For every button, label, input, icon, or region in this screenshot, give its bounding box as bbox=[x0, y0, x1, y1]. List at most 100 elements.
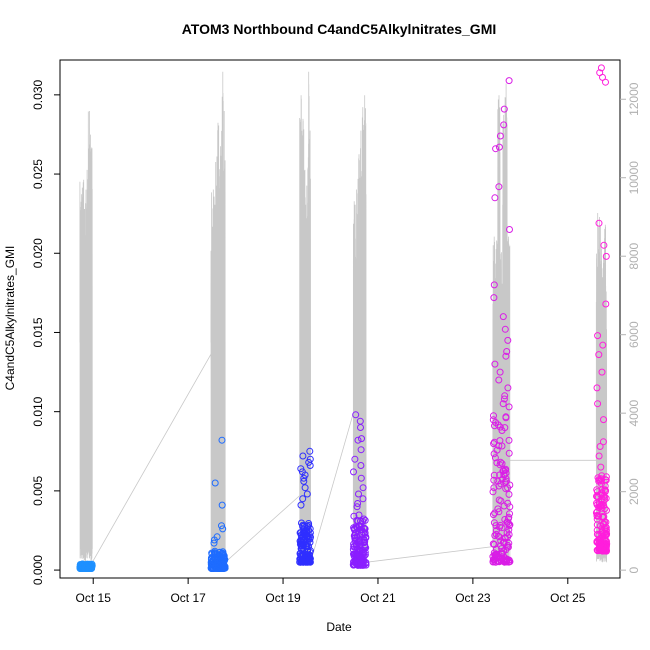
data-point-flight-4 bbox=[352, 411, 360, 419]
data-point-flight-6 bbox=[595, 535, 603, 543]
data-point-flight-4 bbox=[351, 551, 359, 559]
altitude-line-flight-3 bbox=[299, 71, 312, 563]
data-point-flight-6 bbox=[602, 300, 610, 308]
data-point-flight-6 bbox=[602, 487, 610, 495]
data-point-flight-5 bbox=[502, 558, 510, 566]
data-point-flight-4 bbox=[350, 543, 358, 551]
data-point-flight-5 bbox=[497, 458, 505, 466]
data-point-flight-5 bbox=[490, 549, 498, 557]
data-point-flight-3 bbox=[306, 548, 314, 556]
data-point-flight-2 bbox=[218, 555, 226, 563]
data-point-flight-6 bbox=[597, 463, 605, 471]
data-point-flight-5 bbox=[490, 484, 498, 492]
data-point-flight-6 bbox=[601, 496, 608, 504]
data-point-flight-4 bbox=[357, 446, 365, 454]
data-point-flight-6 bbox=[599, 341, 607, 349]
y-tick-label-right: 12000 bbox=[627, 82, 641, 116]
data-point-flight-5 bbox=[495, 496, 503, 504]
x-tick-label: Oct 23 bbox=[455, 591, 491, 605]
y-tick-label-left: 0.000 bbox=[31, 555, 45, 585]
data-point-flight-3 bbox=[300, 477, 308, 485]
data-point-flight-3 bbox=[296, 550, 304, 557]
data-point-flight-2 bbox=[221, 564, 229, 572]
data-point-flight-5 bbox=[496, 368, 504, 376]
data-point-flight-2 bbox=[210, 539, 218, 547]
data-point-flight-4 bbox=[353, 503, 361, 511]
data-point-flight-4 bbox=[359, 546, 367, 554]
data-point-flight-6 bbox=[595, 219, 603, 227]
data-point-flight-5 bbox=[505, 531, 513, 538]
data-point-flight-5 bbox=[495, 376, 503, 384]
data-point-flight-5 bbox=[504, 336, 512, 344]
data-point-flight-5 bbox=[499, 313, 507, 321]
data-point-flight-5 bbox=[489, 488, 497, 496]
data-point-flight-4 bbox=[351, 534, 359, 542]
data-point-flight-3 bbox=[299, 452, 307, 460]
data-point-flight-4 bbox=[355, 539, 363, 547]
data-point-flight-5 bbox=[506, 510, 513, 518]
data-point-flight-3 bbox=[306, 447, 314, 455]
data-point-flight-6 bbox=[601, 493, 609, 501]
data-point-flight-5 bbox=[506, 226, 513, 233]
y-tick-label-left: 0.020 bbox=[31, 238, 45, 268]
data-point-flight-5 bbox=[492, 552, 499, 560]
data-point-flight-5 bbox=[495, 482, 503, 490]
x-tick-label: Oct 19 bbox=[265, 591, 301, 605]
data-point-flight-6 bbox=[599, 438, 607, 446]
data-point-flight-4 bbox=[350, 468, 357, 476]
altitude-line-flight-2 bbox=[210, 71, 226, 563]
data-point-flight-3 bbox=[300, 474, 308, 482]
data-point-flight-5 bbox=[495, 183, 503, 191]
x-tick-label: Oct 21 bbox=[360, 591, 396, 605]
data-point-flight-4 bbox=[357, 424, 364, 431]
data-point-flight-5 bbox=[502, 413, 510, 421]
data-point-flight-2 bbox=[214, 561, 222, 569]
y-tick-label-left: 0.015 bbox=[31, 317, 45, 347]
data-point-flight-6 bbox=[602, 494, 610, 502]
data-point-flight-3 bbox=[303, 490, 311, 498]
data-point-flight-3 bbox=[301, 471, 309, 479]
data-point-flight-6 bbox=[601, 546, 609, 554]
data-point-flight-6 bbox=[593, 521, 601, 529]
data-point-flight-6 bbox=[596, 535, 604, 543]
data-point-flight-6 bbox=[602, 528, 610, 535]
data-point-flight-6 bbox=[594, 332, 602, 340]
data-point-flight-4 bbox=[362, 534, 370, 542]
data-point-flight-3 bbox=[303, 524, 311, 532]
data-point-flight-5 bbox=[501, 392, 509, 400]
data-point-flight-2 bbox=[219, 525, 227, 533]
data-point-flight-5 bbox=[490, 476, 498, 484]
data-point-flight-6 bbox=[597, 480, 605, 488]
data-point-flight-3 bbox=[298, 542, 306, 550]
data-point-flight-5 bbox=[491, 194, 499, 202]
data-point-flight-3 bbox=[304, 532, 312, 540]
data-point-flight-6 bbox=[593, 492, 600, 500]
chart-title: ATOM3 Northbound C4andC5Alkylnitrates_GM… bbox=[182, 21, 497, 37]
data-point-flight-5 bbox=[505, 449, 513, 457]
data-point-flight-6 bbox=[598, 547, 606, 555]
data-point-flight-5 bbox=[492, 419, 500, 426]
data-point-flight-5 bbox=[490, 450, 498, 458]
data-point-flight-5 bbox=[492, 522, 500, 530]
data-point-flight-5 bbox=[496, 132, 504, 140]
x-tick-label: Oct 15 bbox=[76, 591, 112, 605]
data-point-flight-6 bbox=[601, 518, 609, 526]
data-point-flight-4 bbox=[359, 495, 367, 503]
data-point-flight-3 bbox=[297, 553, 305, 561]
data-point-flight-4 bbox=[359, 556, 367, 564]
data-point-flight-5 bbox=[501, 534, 509, 542]
data-point-flight-4 bbox=[357, 474, 365, 482]
data-point-flight-6 bbox=[597, 64, 605, 72]
data-point-flight-1 bbox=[78, 564, 86, 572]
data-point-flight-5 bbox=[500, 105, 508, 113]
data-point-flight-5 bbox=[491, 532, 499, 539]
data-point-flight-4 bbox=[361, 525, 369, 533]
data-point-flight-6 bbox=[602, 252, 610, 260]
data-point-flight-4 bbox=[359, 484, 367, 492]
data-point-flight-5 bbox=[502, 469, 510, 477]
altitude-connector-line bbox=[91, 352, 608, 564]
data-point-flight-5 bbox=[490, 511, 497, 519]
data-point-flight-5 bbox=[490, 471, 498, 479]
data-point-flight-2 bbox=[212, 550, 220, 558]
